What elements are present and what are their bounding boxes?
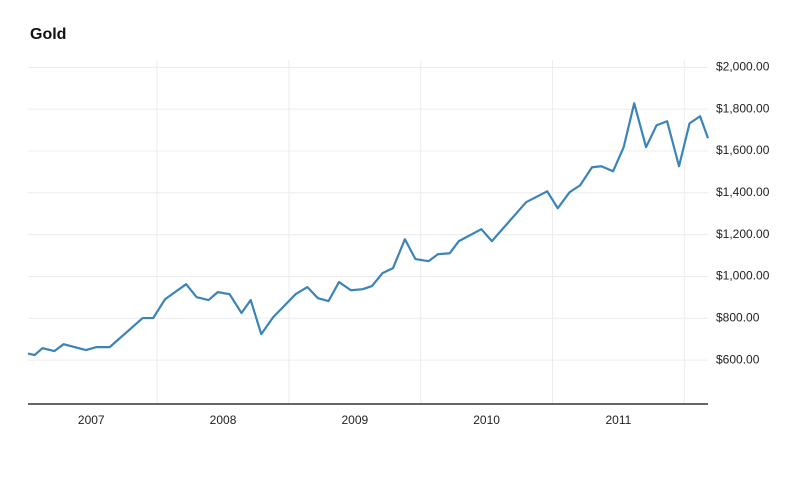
chart-title: Gold	[30, 26, 66, 43]
y-tick-label: $2,000.00	[716, 59, 770, 73]
y-tick-label: $600.00	[716, 352, 760, 366]
y-tick-label: $1,400.00	[716, 185, 770, 199]
y-tick-label: $1,000.00	[716, 269, 770, 283]
y-tick-label: $1,600.00	[716, 143, 770, 157]
line-series	[27, 102, 710, 357]
y-tick-label: $800.00	[716, 310, 760, 324]
y-tick-label: $1,200.00	[716, 227, 770, 241]
x-tick-label: 2009	[341, 413, 368, 427]
x-tick-label: 2007	[78, 413, 105, 427]
x-tick-label: 2008	[210, 413, 237, 427]
x-tick-label: 2010	[473, 413, 500, 427]
x-tick-label: 2011	[605, 413, 631, 427]
y-tick-label: $1,800.00	[716, 101, 770, 115]
